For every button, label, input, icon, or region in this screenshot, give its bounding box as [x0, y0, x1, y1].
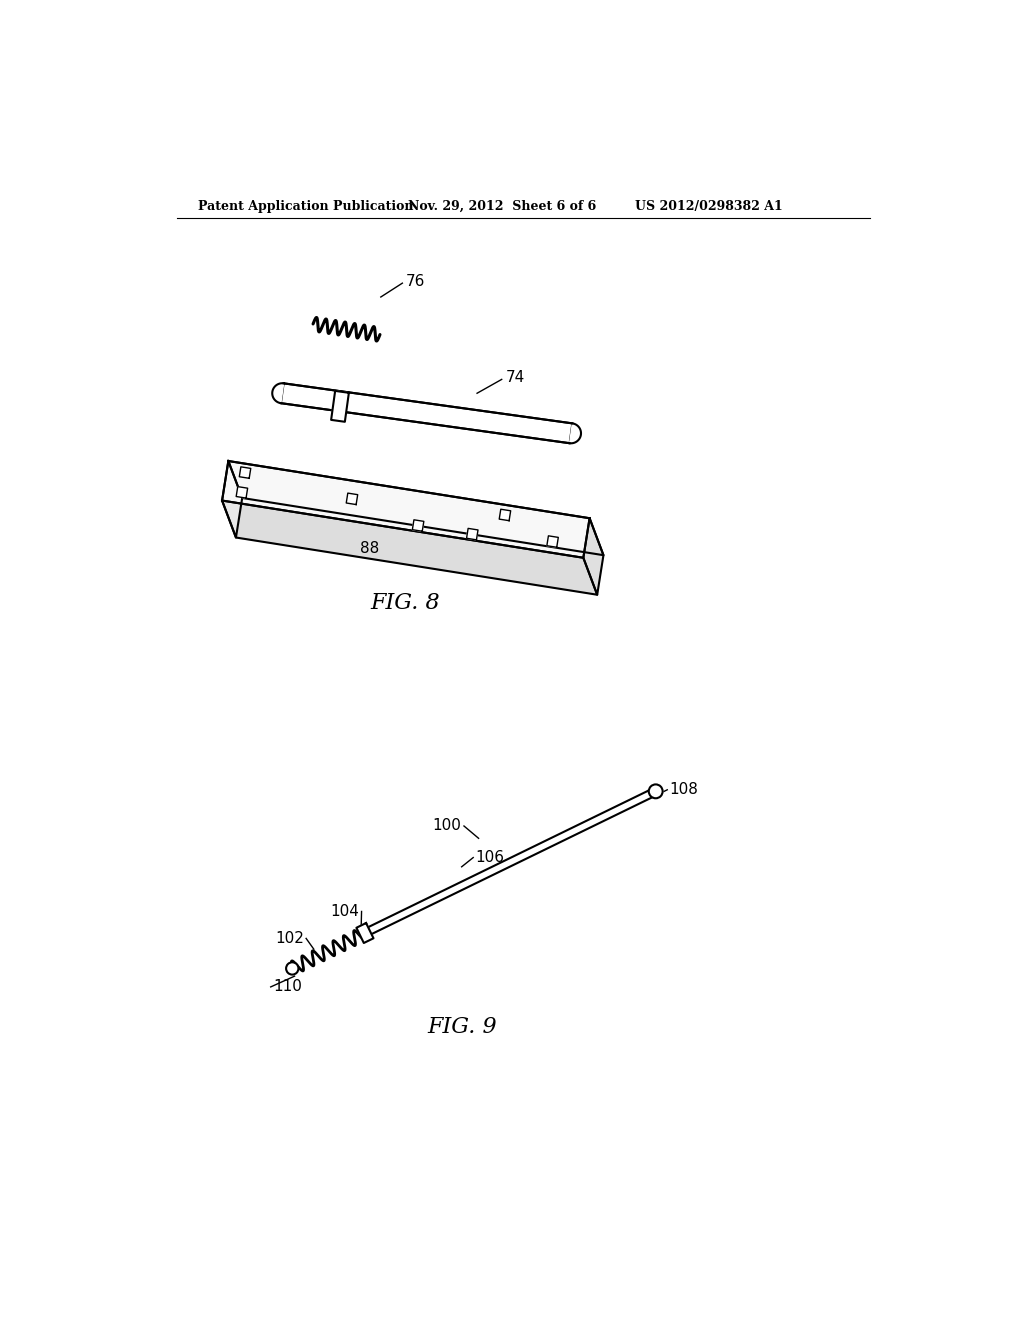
Text: 100: 100: [433, 818, 462, 833]
Text: 108: 108: [670, 783, 698, 797]
Text: 110: 110: [273, 979, 302, 994]
Text: US 2012/0298382 A1: US 2012/0298382 A1: [635, 199, 782, 213]
Polygon shape: [272, 383, 284, 403]
Polygon shape: [356, 923, 374, 942]
Polygon shape: [281, 383, 572, 444]
Text: FIG. 8: FIG. 8: [371, 593, 440, 615]
Text: 88: 88: [360, 540, 379, 556]
Polygon shape: [467, 528, 478, 540]
Text: 102: 102: [274, 931, 304, 946]
Polygon shape: [228, 461, 603, 556]
Polygon shape: [331, 391, 349, 422]
Polygon shape: [413, 520, 424, 531]
Text: 76: 76: [407, 275, 426, 289]
Text: Nov. 29, 2012  Sheet 6 of 6: Nov. 29, 2012 Sheet 6 of 6: [408, 199, 596, 213]
Text: 74: 74: [506, 370, 524, 384]
Polygon shape: [500, 510, 511, 520]
Polygon shape: [569, 424, 581, 444]
Polygon shape: [222, 461, 590, 558]
Text: 106: 106: [475, 850, 505, 865]
Text: 104: 104: [331, 904, 359, 919]
Text: Patent Application Publication: Patent Application Publication: [199, 199, 414, 213]
Circle shape: [286, 962, 298, 974]
Polygon shape: [584, 519, 603, 595]
Polygon shape: [222, 500, 597, 595]
Text: FIG. 9: FIG. 9: [427, 1016, 497, 1038]
Circle shape: [649, 784, 663, 799]
Polygon shape: [547, 536, 558, 548]
Polygon shape: [237, 487, 248, 498]
Polygon shape: [222, 461, 243, 537]
Polygon shape: [240, 467, 251, 478]
Polygon shape: [346, 494, 357, 504]
